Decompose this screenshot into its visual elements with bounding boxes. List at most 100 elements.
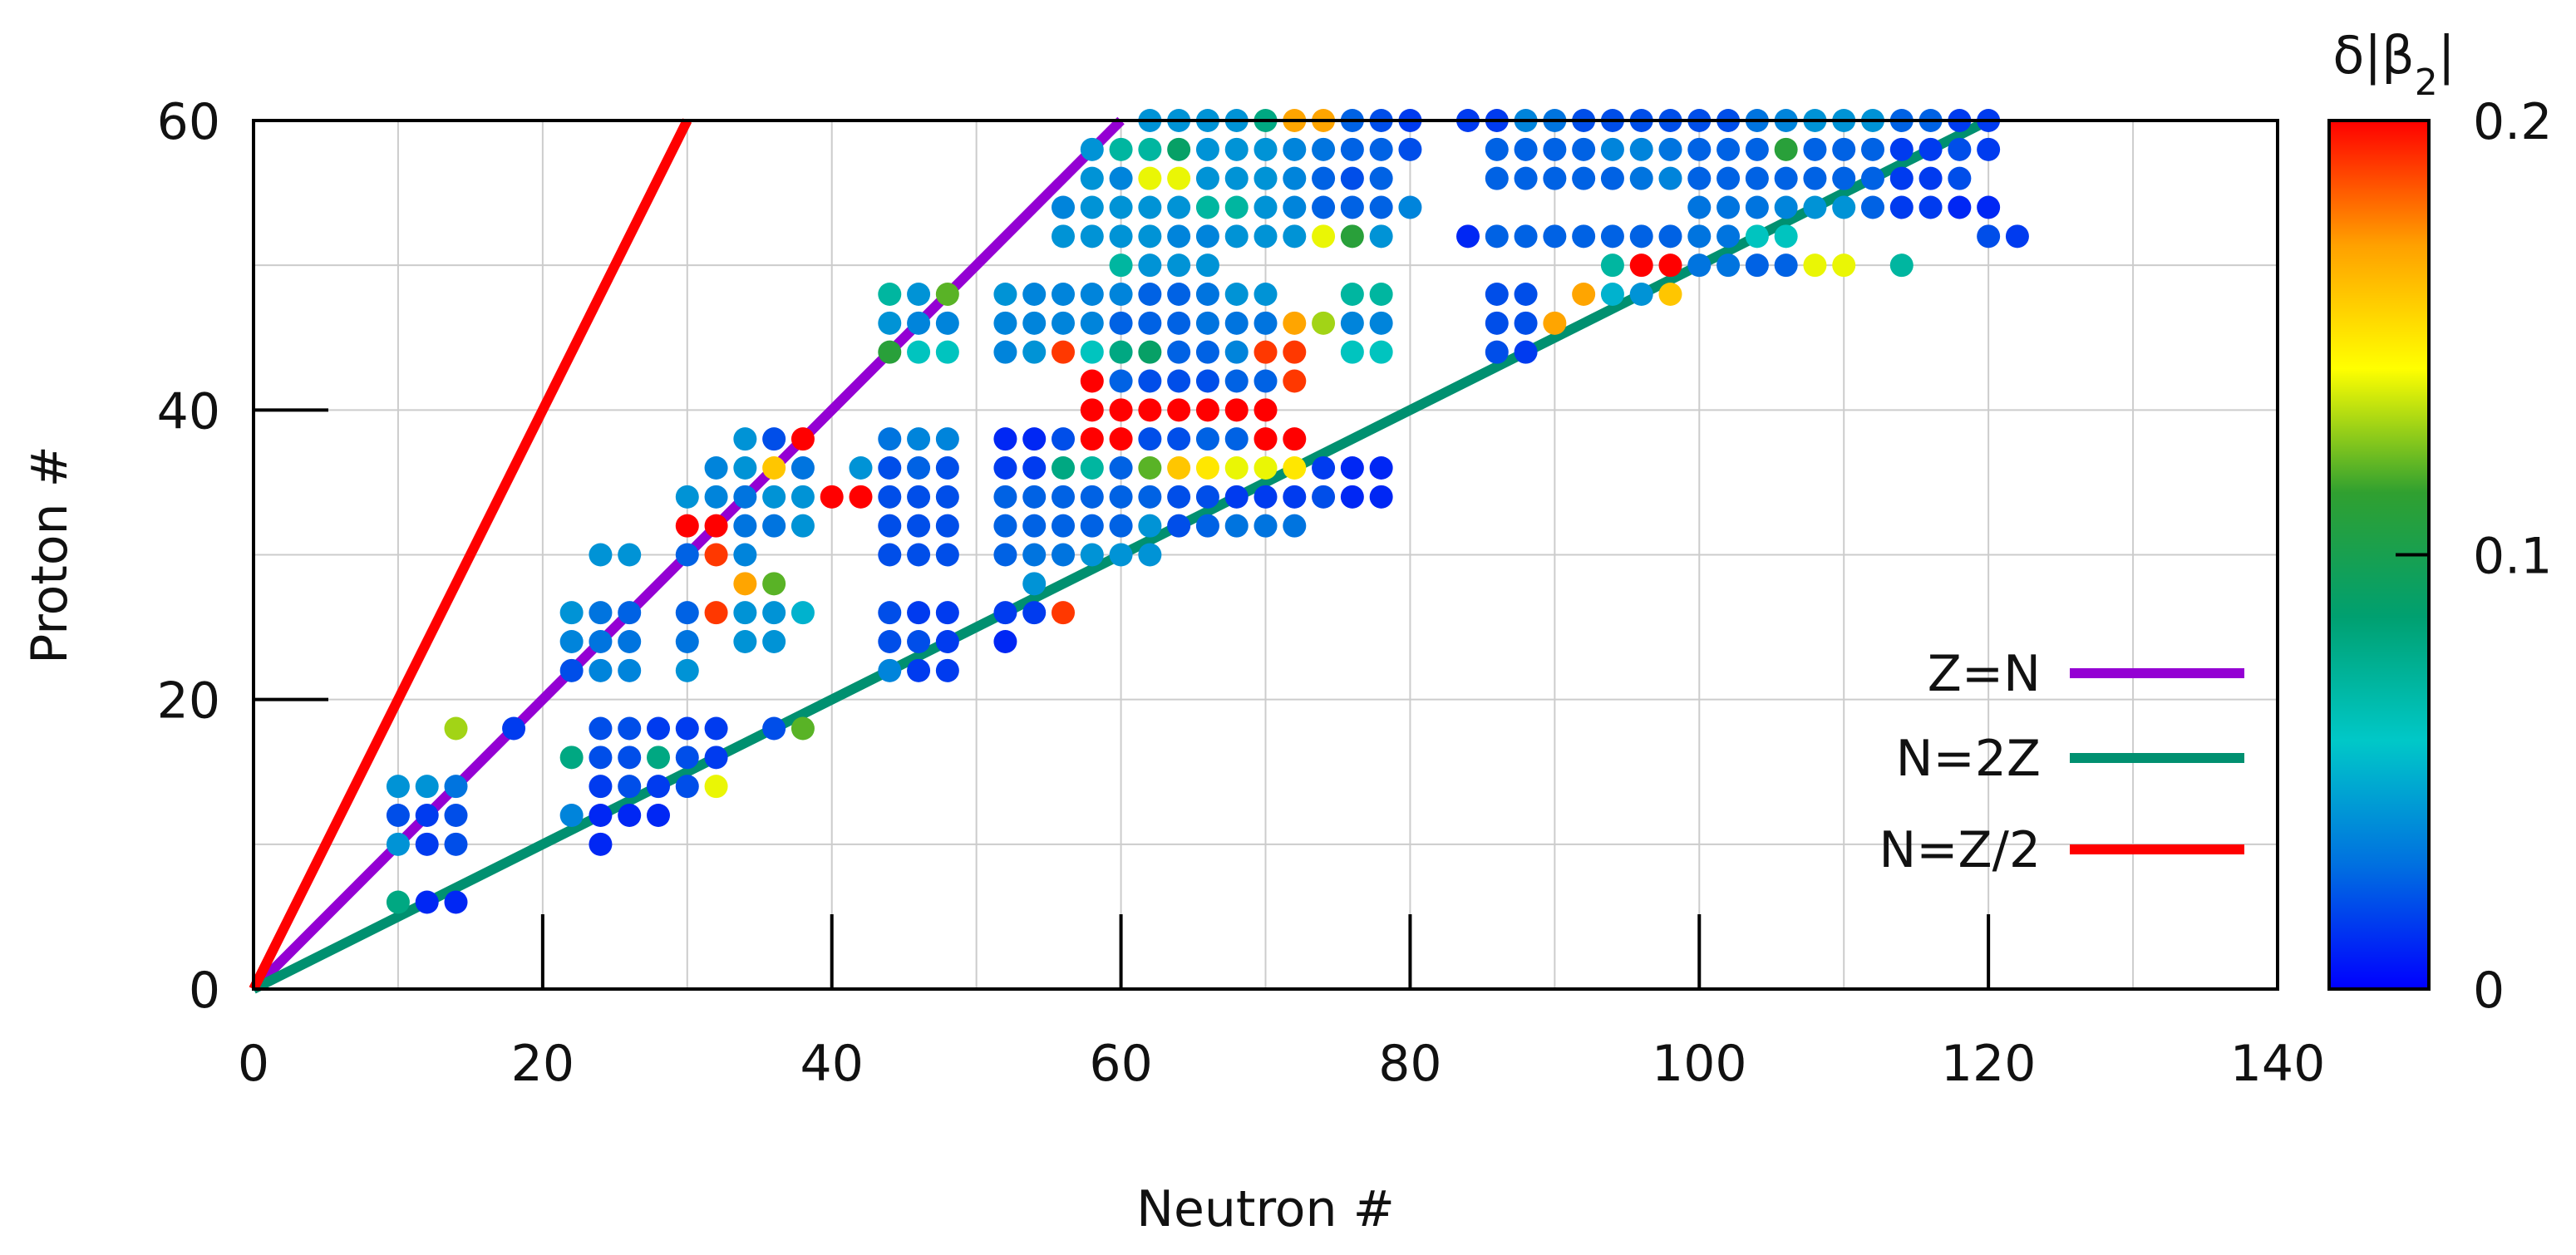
nucleus-point: [1485, 224, 1509, 249]
nucleus-point: [1109, 195, 1133, 219]
nucleus-point: [1052, 311, 1075, 335]
nucleus-point: [1138, 543, 1162, 567]
nucleus-point: [1283, 311, 1307, 335]
nucleus-point: [415, 890, 439, 914]
nucleus-point: [935, 658, 959, 682]
nucleus-point: [675, 601, 699, 625]
nucleus-point: [1254, 224, 1278, 249]
y-tick-label: 60: [157, 93, 220, 151]
nucleus-point: [762, 427, 786, 451]
nucleus-point: [1918, 137, 1943, 161]
nucleus-point: [647, 775, 670, 799]
nucleus-point: [1167, 195, 1191, 219]
y-tick-label: 0: [189, 962, 220, 1020]
nucleus-point: [1283, 427, 1307, 451]
nucleus-point: [1514, 166, 1538, 190]
nucleus-point: [1195, 427, 1219, 451]
nucleus-point: [559, 601, 584, 625]
nucleus-point: [1195, 137, 1219, 161]
nucleus-point: [1774, 166, 1798, 190]
nucleus-point: [907, 283, 931, 306]
nucleus-point: [1195, 398, 1219, 422]
nucleus-point: [993, 427, 1017, 451]
nucleus-point: [878, 427, 902, 451]
nucleus-point: [1861, 166, 1884, 190]
nucleus-point: [849, 485, 873, 509]
nucleus-point: [1717, 166, 1741, 190]
nucleus-point: [2005, 224, 2029, 249]
nucleus-point: [1109, 311, 1133, 335]
nucleus-point: [1861, 195, 1884, 219]
nucleus-point: [1022, 485, 1047, 509]
nucleus-point: [1109, 340, 1133, 364]
legend-label-n-eq-z-half: N=Z/2: [1879, 821, 2041, 879]
nucleus-point: [878, 601, 902, 625]
nucleus-point: [1889, 195, 1914, 219]
nucleus-point: [1977, 224, 2001, 249]
nucleus-point: [907, 514, 931, 538]
nucleus-point: [675, 658, 699, 682]
nucleus-point: [1687, 195, 1712, 219]
nucleus-point: [1167, 311, 1191, 335]
nucleus-point: [1138, 195, 1162, 219]
nucleus-point: [1514, 137, 1538, 161]
nucleus-point: [1167, 369, 1191, 393]
nucleus-point: [1369, 311, 1393, 335]
nucleus-point: [589, 658, 613, 682]
nucleus-point: [1138, 340, 1162, 364]
nucleus-point: [1109, 514, 1133, 538]
nucleus-point: [1543, 311, 1567, 335]
colorbar-title: δ|β2|: [2332, 25, 2455, 104]
nucleus-point: [1254, 195, 1278, 219]
nucleus-point: [1138, 369, 1162, 393]
nucleus-point: [1629, 253, 1653, 278]
nucleus-point: [907, 658, 931, 682]
x-tick-label: 20: [511, 1035, 574, 1093]
nucleus-point: [1109, 398, 1133, 422]
nucleus-point: [1369, 485, 1393, 509]
nucleus-point: [1485, 166, 1509, 190]
nucleus-point: [1138, 311, 1162, 335]
nucleus-point: [675, 775, 699, 799]
nucleus-point: [791, 601, 815, 625]
nucleus-point: [733, 601, 757, 625]
nucleus-point: [1254, 369, 1278, 393]
nucleus-point: [704, 775, 728, 799]
nucleus-point: [1254, 398, 1278, 422]
plot-frame: [252, 119, 2279, 991]
nucleus-point: [1052, 283, 1075, 306]
nucleus-point: [1600, 253, 1624, 278]
nucleus-point: [1340, 224, 1364, 249]
nucleus-point: [1572, 166, 1596, 190]
nucleus-point: [1138, 427, 1162, 451]
nucleus-point: [675, 485, 699, 509]
nucleus-point: [1803, 253, 1827, 278]
nucleus-point: [1224, 224, 1249, 249]
nucleus-point: [1803, 195, 1827, 219]
nucleus-point: [1687, 166, 1712, 190]
nucleus-point: [444, 804, 468, 827]
nucleus-point: [1080, 137, 1104, 161]
nucleus-point: [993, 514, 1017, 538]
nucleus-point: [1803, 137, 1827, 161]
nucleus-point: [1514, 311, 1538, 335]
nucleus-point: [1600, 224, 1624, 249]
nucleus-point: [1138, 514, 1162, 538]
x-tick-label: 60: [1089, 1035, 1152, 1093]
nucleus-point: [762, 601, 786, 625]
nucleus-point: [1283, 340, 1307, 364]
nucleus-point: [1080, 456, 1104, 480]
nucleus-point: [1080, 485, 1104, 509]
nucleus-point: [733, 572, 757, 596]
nucleus-point: [1224, 427, 1249, 451]
nucleus-point: [1022, 601, 1047, 625]
nucleus-point: [589, 601, 613, 625]
nucleus-point: [1485, 340, 1509, 364]
nucleus-point: [849, 456, 873, 480]
nucleus-point: [1687, 137, 1712, 161]
nucleus-point: [878, 456, 902, 480]
x-tick-label: 40: [800, 1035, 864, 1093]
nucleus-point: [618, 630, 642, 653]
nucleus-point: [762, 485, 786, 509]
